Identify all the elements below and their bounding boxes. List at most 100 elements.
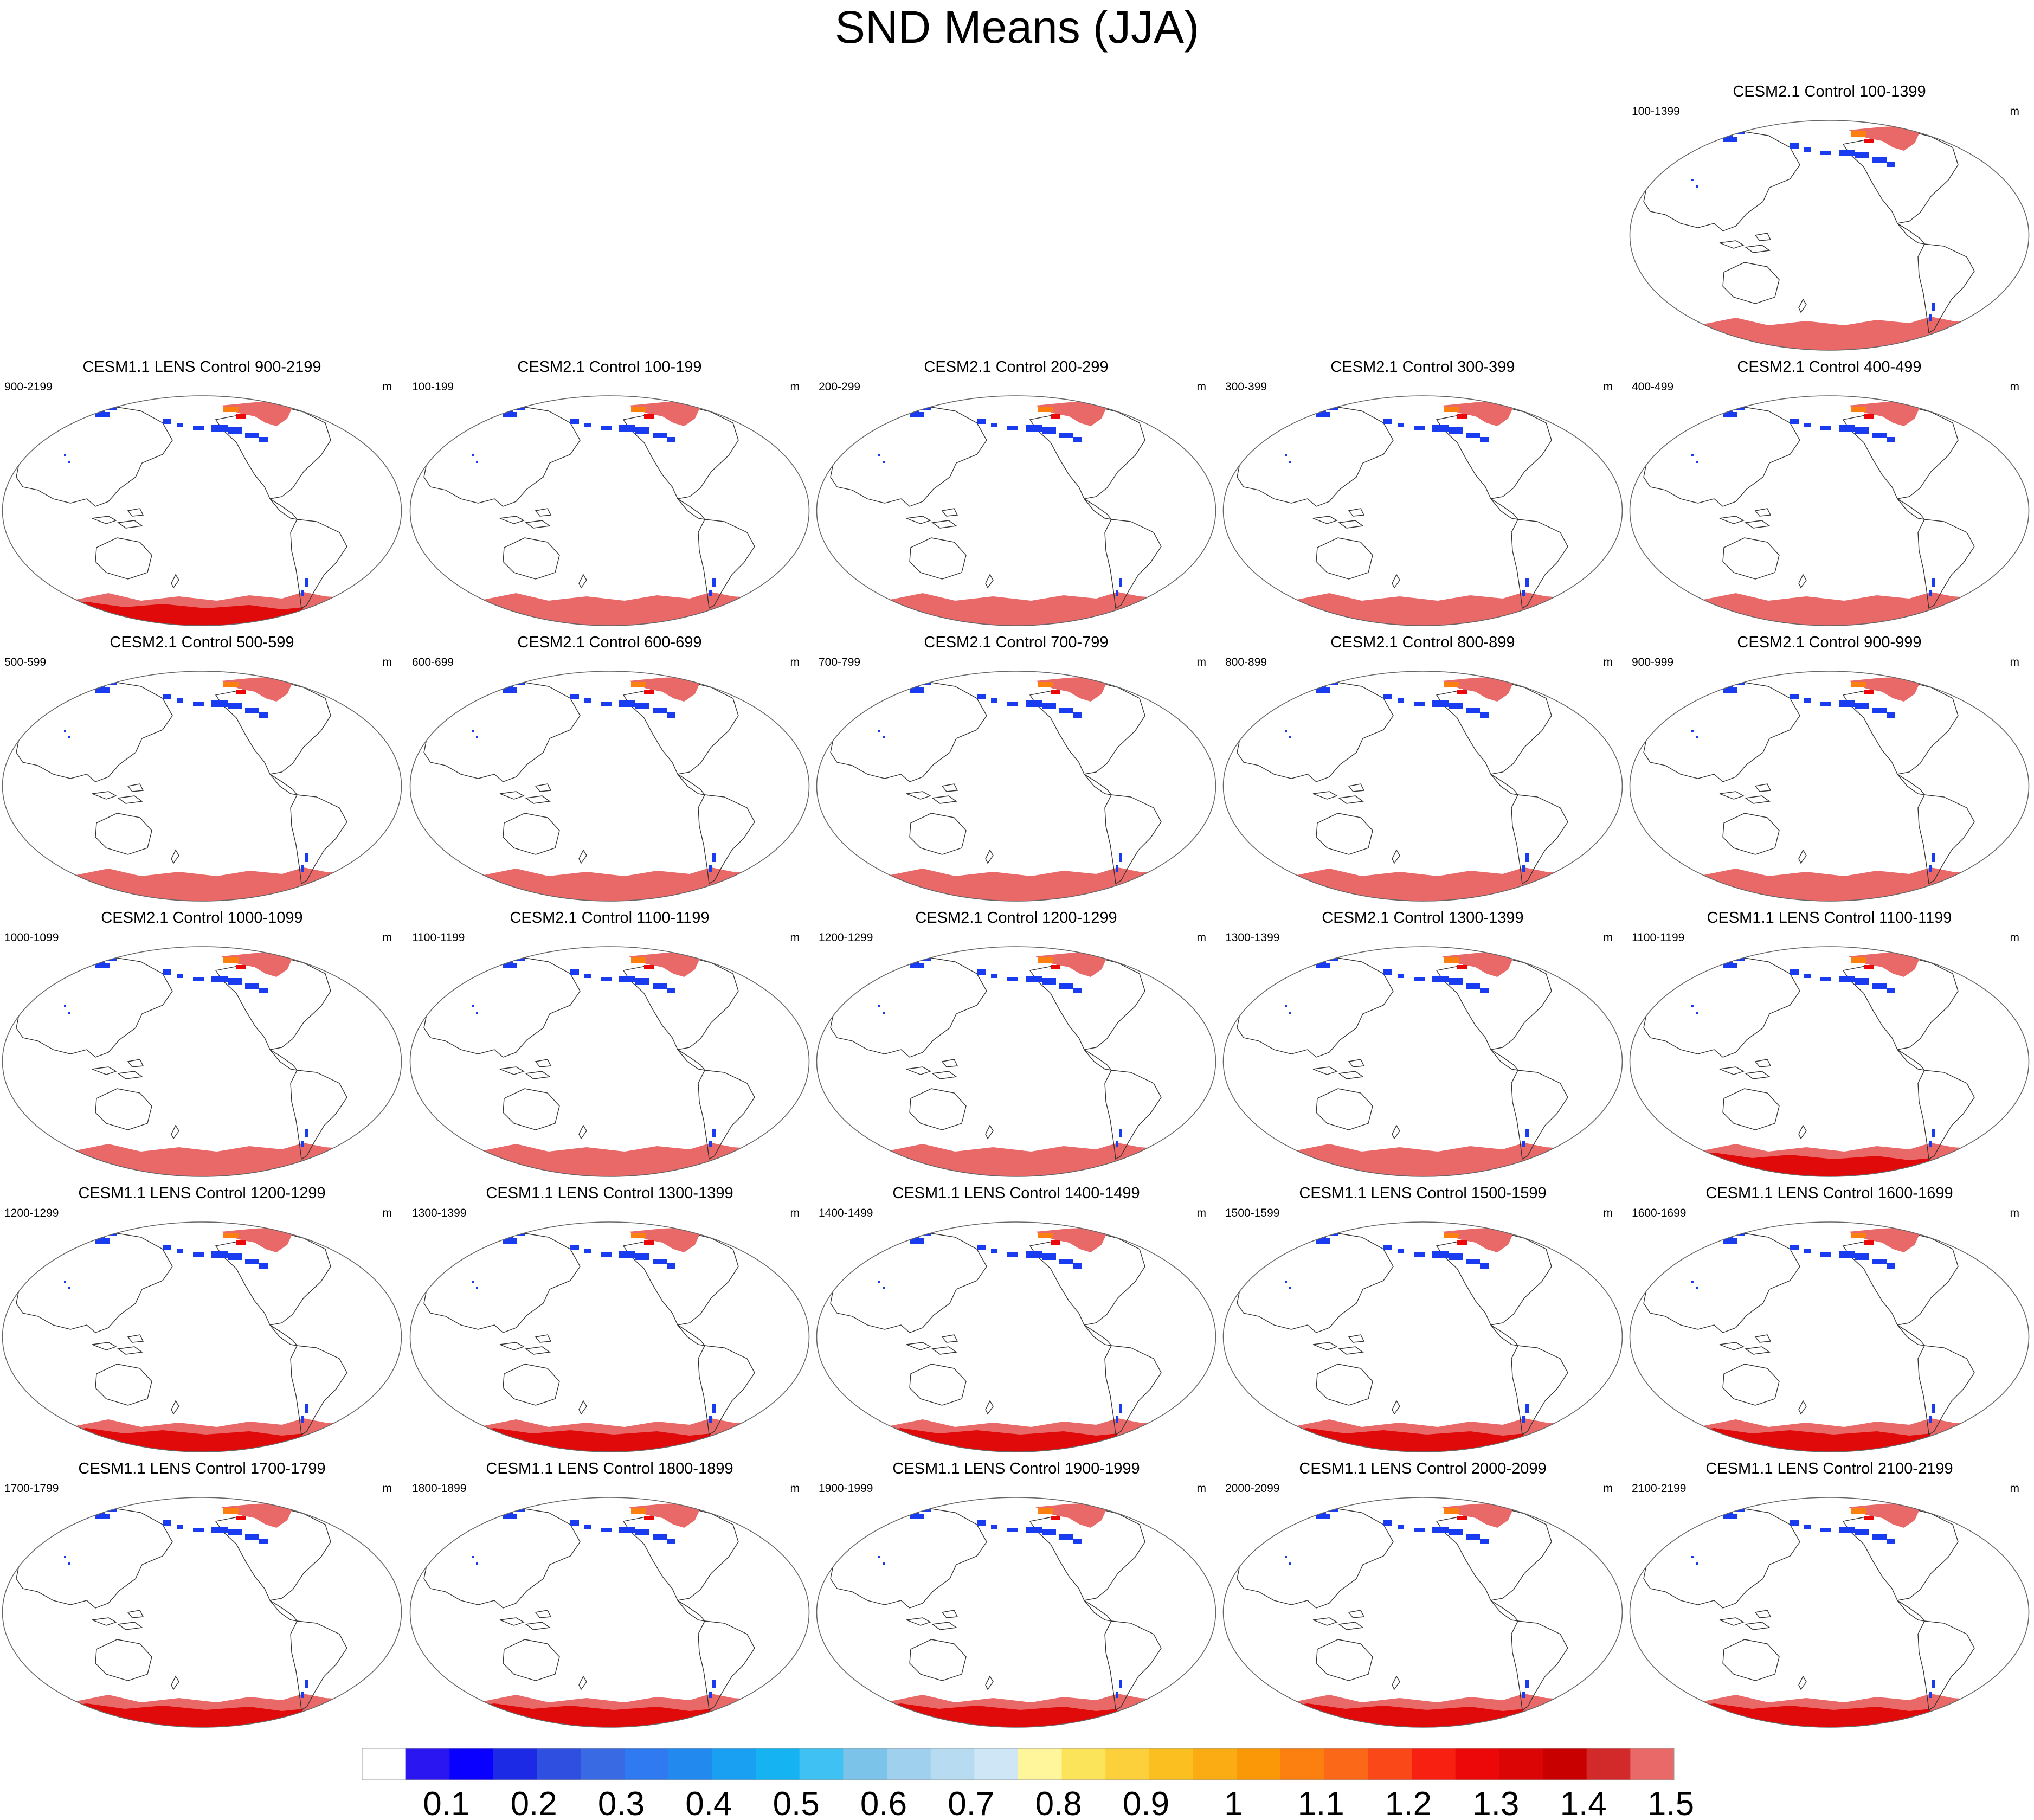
snow-cell [245,708,259,713]
snow-cell [709,865,712,872]
coastline [909,537,967,580]
coastline [1798,1124,1807,1140]
snow-cell [193,1252,204,1257]
colorbar-tick-label: 0.3 [598,1785,645,1820]
colorbar-tick-label: 0.4 [685,1785,732,1820]
snow-cell [878,1556,880,1558]
coastline [1798,1400,1807,1415]
greenland-snow [1442,1227,1514,1252]
coastline [1084,1324,1112,1346]
snow-cell [1119,1129,1122,1137]
colorbar-tick-label: 0.7 [948,1785,994,1820]
snow-cell [712,853,716,862]
globe-outline [816,1221,1216,1452]
coastline [1745,1346,1771,1355]
coastline [1917,1345,1975,1436]
coastline [1104,519,1162,609]
colorbar-tick-label: 0.8 [1035,1785,1082,1820]
coastline [499,1617,525,1626]
snow-cell [1723,137,1737,142]
coastline [1745,245,1771,253]
panel-units: m [382,931,392,944]
snow-cell [1432,1527,1449,1533]
snow-cell [1855,152,1869,158]
coastline [171,1124,179,1140]
coastline [1029,1232,1145,1326]
panel-units: m [790,1482,800,1495]
panel-units: m [382,1207,392,1219]
snow-cell [1007,426,1018,430]
snow-cell [1026,700,1042,707]
snow-cell [1872,157,1887,163]
map-panel: CESM1.1 LENS Control 1900-1999 1900-1999 m [814,1459,1218,1731]
coastline [1798,574,1807,589]
snow-cell [601,702,612,706]
coastline [95,537,152,580]
snow-cell [1383,419,1392,424]
coastline [1338,1071,1364,1079]
snow-cell [211,1527,228,1533]
coastline [16,957,173,1058]
coastline [525,1622,551,1630]
coastline [215,957,331,1050]
snow-patch [223,682,239,687]
colorbar-tick-label: 1.1 [1298,1785,1344,1820]
snow-cell [1526,1680,1529,1688]
snow-cell [991,974,997,978]
panel-units: m [1196,1207,1207,1219]
coastline [1348,1059,1365,1067]
snow-cell [1042,1529,1056,1535]
snow-cell [177,1525,183,1529]
snow-patch [1851,1508,1866,1514]
snow-cell [653,433,667,438]
snow-cell [653,983,667,989]
coastline [1745,1622,1771,1630]
snow-cell [177,698,183,703]
snow-patch [631,407,646,412]
coastline [941,508,958,517]
coastline [677,1600,706,1622]
coastline [1312,791,1338,800]
snow-patch [1457,965,1467,969]
coastline [95,813,152,855]
panel-units: m [2010,105,2020,118]
map-panel: CESM1.1 LENS Control 1700-1799 1700-1799 m [0,1459,404,1731]
snow-cell [301,865,304,872]
coastline [290,1620,347,1711]
snow-cell [476,1012,478,1014]
snow-cell [584,423,591,427]
colorbar-tick-label: 1.3 [1472,1785,1519,1820]
snow-cell [1042,978,1056,985]
coastline [1917,243,1975,334]
panel-period: 100-199 [412,381,454,393]
globe-outline [1222,946,1623,1177]
coastline [503,1088,560,1130]
snow-cell [1316,412,1330,417]
snow-cell [64,1005,66,1007]
snow-cell [1723,1238,1737,1244]
map-content [1630,674,2029,901]
coastline [1138,398,1184,419]
snow-cell [163,694,171,699]
snow-cell [1790,143,1799,149]
coastline [931,1346,957,1355]
snow-cell [1839,150,1855,156]
snow-cell [1026,1251,1042,1258]
snow-cell [1042,427,1056,434]
panel-period: 600-699 [412,656,454,668]
snow-cell [1887,1539,1895,1544]
greenland-snow [629,1227,700,1252]
snow-cell [1026,425,1042,432]
snow-cell [977,419,986,424]
coastline [1316,813,1373,855]
snow-cell [1723,687,1737,693]
coastline [1897,1600,1926,1622]
snow-patch [1851,682,1866,687]
snow-cell [259,437,268,442]
panel-period: 100-1399 [1632,105,1680,118]
snow-cell [1042,703,1056,709]
snow-cell [1839,425,1855,432]
snow-depth-map [409,946,810,1177]
coastline [1104,1070,1162,1160]
snow-cell [1383,1520,1392,1526]
